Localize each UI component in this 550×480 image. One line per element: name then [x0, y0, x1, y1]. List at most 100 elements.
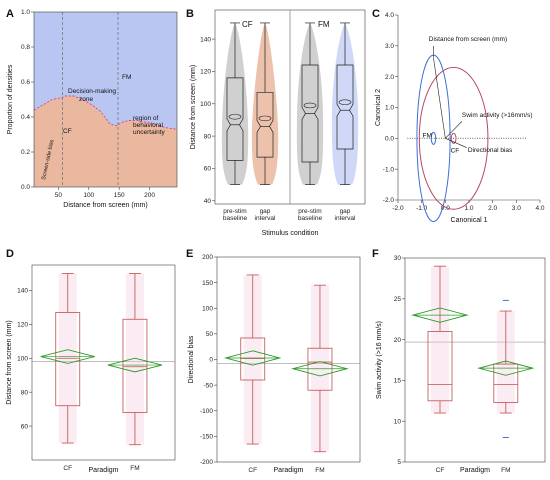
- category-label: pre-stim baseline: [298, 208, 323, 222]
- vector-distance-label: Distance from screen (mm): [429, 36, 507, 43]
- x-axis-label: Distance from screen (mm): [63, 202, 147, 209]
- category-label: gap interval: [335, 208, 357, 222]
- cf-boundary-dashed: [33, 95, 178, 130]
- y-tick-label: 120: [200, 69, 211, 76]
- x-tick-label: 4.0: [535, 205, 544, 212]
- y-tick-label: 80: [204, 133, 212, 140]
- category-label: pre-stim baseline: [223, 208, 248, 222]
- quartile-box: [240, 337, 266, 381]
- y-tick-label: 10: [394, 418, 402, 425]
- y-tick-label: 15: [394, 378, 402, 385]
- notched-box: [336, 64, 354, 150]
- uncertainty-region-label: region of behavioral uncertainty: [133, 115, 166, 136]
- violin-cf-baseline: [221, 22, 249, 185]
- y-tick-label: -1.0: [383, 166, 395, 173]
- vector-swim: [445, 121, 463, 139]
- data-points-cloud: [431, 266, 449, 414]
- x-tick-label: 0.0: [441, 205, 450, 212]
- x-tick-label: 150: [114, 192, 125, 199]
- y-tick-label: 120: [17, 322, 28, 329]
- x-axis-label: Paradigm: [274, 467, 304, 474]
- y-tick-label: 1.0: [385, 105, 394, 112]
- cf-confidence-ellipse: [418, 66, 489, 210]
- y-tick-label: 4.0: [385, 12, 394, 19]
- y-axis-label: Distance from screen (mm): [6, 320, 13, 404]
- x-axis-label: Paradigm: [460, 467, 490, 474]
- x-tick-label: 100: [83, 192, 94, 199]
- panel-b-violin-chart: 40 60 80 100 120 140 pre-stim baseline gap interv…: [190, 9, 366, 237]
- x-axis-label: Stimulus condition: [262, 230, 319, 237]
- cf-group-label: CF: [451, 147, 460, 154]
- x-tick-label: 50: [55, 192, 63, 199]
- canonical-plot-area: FM CF Distance from screen (mm) Swim activi…: [407, 36, 533, 223]
- quartile-box: [427, 331, 453, 402]
- y-tick-label: 60: [204, 166, 212, 173]
- x-tick-label: 3.0: [512, 205, 521, 212]
- panel-a-axes: 50 100 150 200 0.0 0.2 0.4 0.6 0.8 1.0 Distance fr…: [7, 9, 155, 209]
- fm-mean-ellipse: [430, 131, 437, 145]
- y-tick-label: 0.6: [21, 79, 30, 86]
- y-tick-label: 100: [202, 305, 213, 312]
- panel-letter-b: B: [186, 8, 194, 20]
- x-axis-label: Paradigm: [89, 467, 119, 474]
- y-tick-label: -50: [204, 382, 214, 389]
- y-tick-label: -100: [200, 408, 213, 415]
- y-axis-label: Directional bias: [188, 335, 195, 383]
- cf-mean-ellipse: [450, 132, 457, 144]
- violin-cf-gap: [251, 22, 279, 185]
- y-tick-label: 50: [206, 331, 214, 338]
- vector-direction-label: Directional bias: [468, 147, 513, 154]
- decision-zone-label: Decision-making zone: [68, 88, 116, 103]
- x-tick-label: -2.0: [392, 205, 404, 212]
- panel-letter-f: F: [372, 248, 379, 260]
- notched-box: [226, 77, 244, 161]
- y-tick-label: 5: [397, 459, 401, 466]
- fm-group-label: FM: [423, 132, 432, 139]
- fm-region-label: FM: [122, 74, 131, 81]
- y-tick-label: -200: [200, 459, 213, 466]
- panel-letter-a: A: [6, 8, 14, 20]
- mean-marker: [258, 115, 272, 122]
- y-tick-label: 100: [17, 355, 28, 362]
- violin-fm-baseline: [296, 22, 324, 185]
- y-tick-label: -2.0: [383, 197, 395, 204]
- cf-area: [34, 96, 177, 187]
- boxplots: [226, 22, 354, 185]
- y-tick-label: 25: [394, 296, 402, 303]
- category-label: FM: [130, 465, 139, 472]
- data-points-cloud: [125, 273, 144, 445]
- panel-c-canonical-plot: -2.0 -1.0 0.0 1.0 2.0 3.0 4.0 -2.0 -1.0 0.0 1.0 2.0…: [375, 12, 545, 224]
- x-tick-label: 200: [144, 192, 155, 199]
- plot-frame: [31, 264, 176, 461]
- y-tick-label: 1.0: [21, 9, 30, 16]
- y-tick-label: 0.0: [385, 136, 394, 143]
- y-tick-label: -150: [200, 434, 213, 441]
- vector-distance: [433, 58, 446, 139]
- y-axis-label: Proportion of densities: [7, 64, 14, 134]
- group-label-cf: CF: [242, 20, 253, 29]
- category-label: gap interval: [255, 208, 277, 222]
- vector-direction: [445, 138, 467, 148]
- mean-marker: [228, 114, 242, 120]
- y-tick-label: 0: [209, 357, 213, 364]
- mean-marker: [338, 99, 352, 105]
- panel-letter-d: D: [6, 248, 14, 260]
- violins: [221, 22, 359, 185]
- y-tick-label: 200: [202, 254, 213, 261]
- panel-letter-c: C: [372, 8, 380, 20]
- notched-box: [301, 64, 319, 163]
- y-axis-label: Distance from screen (mm): [190, 65, 197, 149]
- y-tick-label: 30: [394, 255, 402, 262]
- panel-a-density-chart: 50 100 150 200 0.0 0.2 0.4 0.6 0.8 1.0 Distance fr…: [7, 9, 178, 209]
- plot-frame: [216, 256, 361, 463]
- category-label: CF: [436, 467, 445, 474]
- mean-marker: [303, 102, 317, 109]
- y-tick-label: 3.0: [385, 43, 394, 50]
- y-axis-label: Swim activity (>16 mm/s): [376, 321, 383, 399]
- group-label-fm: FM: [318, 20, 330, 29]
- y-axis-label: Canonical 2: [375, 89, 382, 126]
- y-tick-label: 140: [17, 288, 28, 295]
- y-tick-label: 150: [202, 280, 213, 287]
- panel-f-boxplot: 5 10 15 20 25 30 CF FM Paradigm Swim activity (>1…: [376, 255, 546, 474]
- y-tick-label: 60: [21, 423, 29, 430]
